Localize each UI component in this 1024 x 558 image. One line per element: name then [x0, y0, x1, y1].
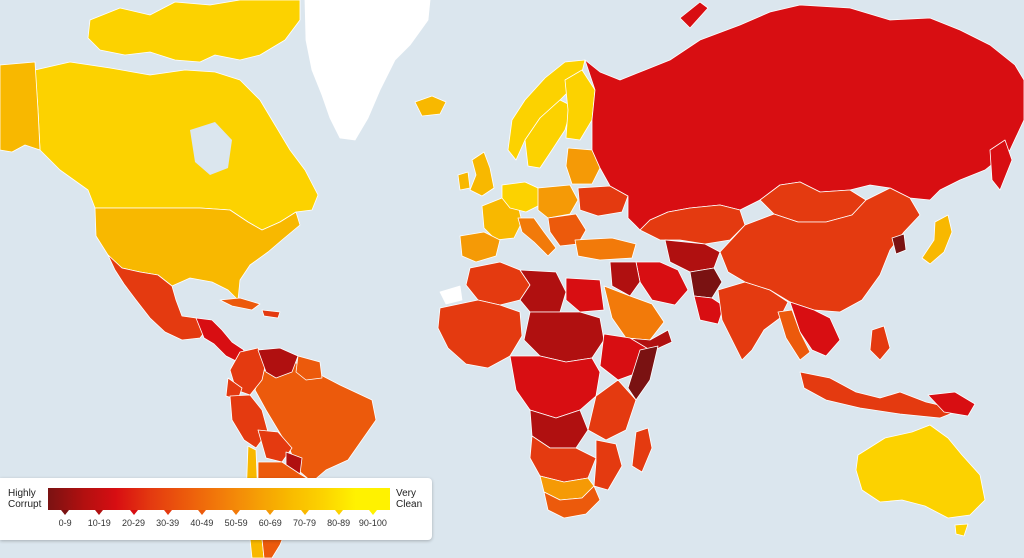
sudan-chad[interactable] — [523, 311, 605, 363]
legend-range-label: 70-79 — [292, 518, 317, 528]
hudson-bay — [190, 122, 232, 175]
germany-benelux[interactable] — [501, 181, 541, 213]
western-sahara[interactable] — [439, 285, 463, 305]
legend-range-label: 80-89 — [327, 518, 351, 528]
mozambique[interactable] — [593, 439, 623, 491]
legend-range-label: 10-19 — [87, 518, 111, 528]
central-europe[interactable] — [537, 184, 579, 219]
canada[interactable] — [34, 61, 319, 231]
southeast-asia[interactable] — [789, 301, 841, 357]
legend-tick — [300, 510, 309, 515]
caribbean-islands[interactable] — [261, 309, 281, 319]
spain-portugal[interactable] — [459, 231, 501, 263]
legend-segment-60-69 — [253, 488, 288, 510]
legend-tick — [334, 510, 343, 515]
legend-tick — [266, 510, 275, 515]
legend-segment-40-49 — [184, 488, 220, 510]
legend-range-label: 60-69 — [258, 518, 282, 528]
kamchatka[interactable] — [989, 139, 1013, 191]
korea-north[interactable] — [891, 233, 907, 255]
iran[interactable] — [635, 261, 689, 306]
legend-range-label: 30-39 — [156, 518, 180, 528]
russia[interactable] — [584, 4, 1024, 231]
finland[interactable] — [564, 69, 596, 141]
venezuela[interactable] — [257, 347, 299, 379]
ireland[interactable] — [457, 171, 471, 191]
legend-segment-70-79 — [287, 488, 323, 510]
legend-range-labels: 0-9 10-19 20-29 30-39 40-49 50-59 60-69 70-79 80… — [48, 518, 390, 532]
papua-new-guinea[interactable] — [927, 391, 976, 417]
brazil[interactable] — [254, 359, 377, 483]
legend-range-label: 50-59 — [224, 518, 248, 528]
iraq-syria[interactable] — [609, 261, 641, 297]
legend-tick — [129, 510, 138, 515]
sweden[interactable] — [524, 99, 573, 169]
legend-panel: Highly Corrupt 0-9 10-19 20-29 30-39 40-49 50… — [0, 478, 432, 540]
legend-tick — [163, 510, 172, 515]
legend-tick — [95, 510, 104, 515]
turkey[interactable] — [574, 237, 637, 261]
legend-color-bar — [48, 488, 391, 515]
iceland[interactable] — [414, 95, 447, 117]
australia[interactable] — [855, 424, 986, 519]
alaska[interactable] — [0, 61, 41, 153]
legend-segment-0-9 — [48, 488, 83, 510]
legend-segment-20-29 — [116, 488, 152, 510]
saudi-arabia[interactable] — [603, 285, 665, 341]
legend-range-label: 20-29 — [121, 518, 146, 528]
south-africa[interactable] — [543, 485, 601, 519]
legend-segment-50-59 — [219, 488, 254, 510]
legend-segment-90-100 — [355, 488, 391, 510]
guianas[interactable] — [295, 355, 323, 381]
legend-tick — [232, 510, 241, 515]
legend-tick — [197, 510, 206, 515]
egypt[interactable] — [565, 277, 605, 313]
legend-tick — [368, 510, 377, 515]
greenland — [304, 0, 431, 141]
legend-range-label: 40-49 — [190, 518, 214, 528]
novaya-zemlya[interactable] — [679, 1, 709, 29]
canada-arctic-islands[interactable] — [87, 0, 301, 63]
china[interactable] — [719, 187, 921, 313]
kazakhstan[interactable] — [639, 204, 746, 245]
legend-segment-10-19 — [82, 488, 117, 510]
united-kingdom[interactable] — [469, 151, 495, 197]
afghanistan[interactable] — [689, 267, 723, 299]
japan[interactable] — [921, 214, 953, 265]
legend-range-label: 0-9 — [58, 518, 72, 528]
italy[interactable] — [517, 217, 557, 257]
legend-segment-80-89 — [321, 488, 357, 510]
legend-segment-30-39 — [150, 488, 186, 510]
legend-right-label: Very Clean — [396, 488, 423, 510]
myanmar-thailand[interactable] — [777, 309, 811, 361]
somalia[interactable] — [627, 345, 659, 401]
legend-range-label: 90-100 — [358, 518, 387, 528]
philippines[interactable] — [869, 325, 891, 361]
legend-tick — [61, 510, 70, 515]
tasmania[interactable] — [954, 523, 969, 537]
cuba[interactable] — [219, 297, 261, 311]
madagascar[interactable] — [631, 427, 653, 473]
legend-left-label: Highly Corrupt — [8, 488, 42, 510]
east-africa[interactable] — [587, 379, 637, 441]
